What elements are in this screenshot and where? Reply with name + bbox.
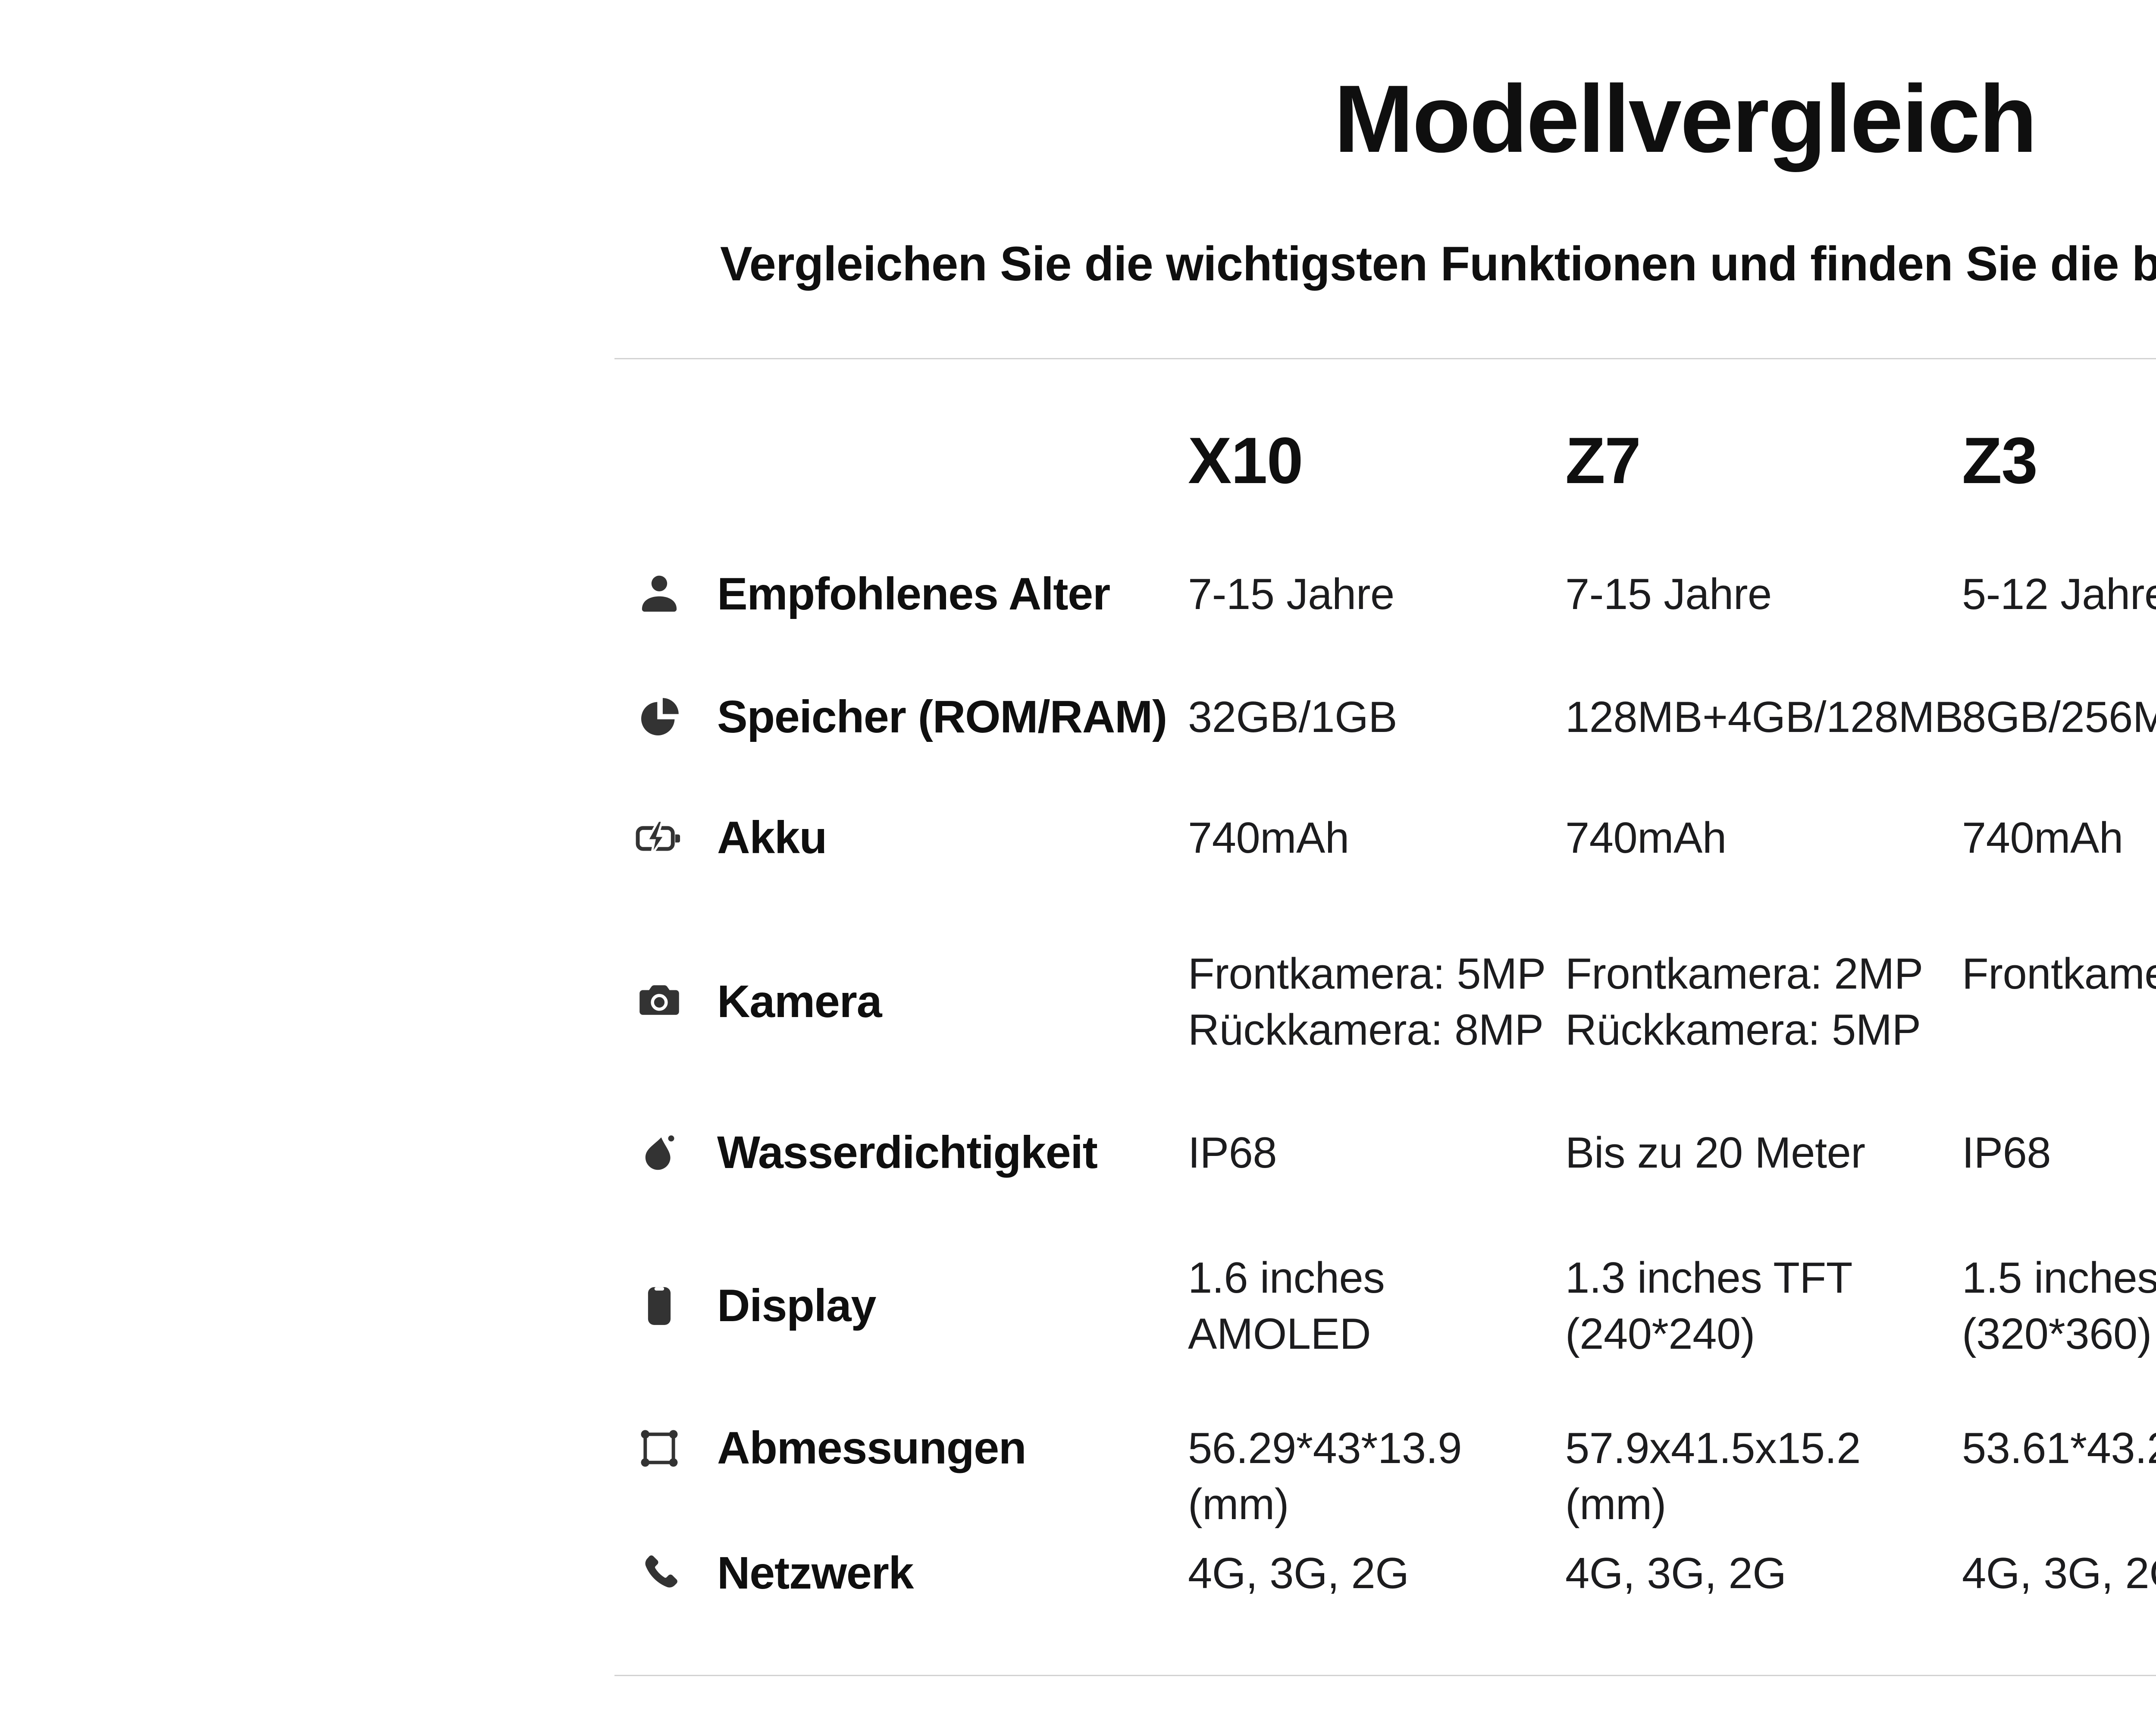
cell-storage-z7: 128MB+4GB/128MB <box>1565 693 1964 741</box>
phone-icon <box>645 1555 677 1588</box>
water-drop-icon <box>645 1135 674 1170</box>
cell-display-z3: 1.5 inches TFT (320*360) <box>1962 1253 2156 1358</box>
row-label-waterproof: Wasserdichtigkeit <box>614 1125 1188 1181</box>
cell-waterproof-x10: IP68 <box>1188 1128 1277 1177</box>
cell-network-z7: 4G, 3G, 2G <box>1565 1549 1786 1598</box>
model-header-z3: Z3 <box>1962 424 2038 497</box>
model-header-z7: Z7 <box>1565 424 1641 497</box>
model-header-x10: X10 <box>1188 424 1303 497</box>
cell-network-z3: 4G, 3G, 2G <box>1962 1549 2156 1598</box>
cell-dimensions-x10: 56.29*43*13.9 (mm) <box>1188 1424 1462 1529</box>
row-label-text: Netzwerk <box>717 1548 914 1599</box>
comparison-table: X10 Z7 Z3 Z1 Empfohlenes Alter 7-15 Jahr… <box>614 359 2156 1675</box>
cell-camera-z7: Frontkamera: 2MP Rückkamera: 5MP <box>1565 949 1923 1054</box>
cell-age-x10: 7-15 Jahre <box>1188 570 1395 619</box>
row-label-age: Empfohlenes Alter <box>614 566 1188 622</box>
cell-age-z3: 5-12 Jahre <box>1962 570 2156 619</box>
cell-storage-x10: 32GB/1GB <box>1188 693 1398 741</box>
cell-waterproof-z7: Bis zu 20 Meter <box>1565 1128 1865 1177</box>
person-icon <box>642 575 677 612</box>
row-label-text: Akku <box>717 812 827 864</box>
page-subtitle: Vergleichen Sie die wichtigsten Funktion… <box>720 237 2156 291</box>
cell-network-x10: 4G, 3G, 2G <box>1188 1549 1409 1598</box>
cell-dimensions-z7: 57.9x41.5x15.2 (mm) <box>1565 1424 1861 1529</box>
pie-chart-icon <box>641 697 679 735</box>
header-spacer <box>614 359 1188 566</box>
cell-display-x10: 1.6 inches AMOLED <box>1188 1253 1385 1358</box>
row-label-text: Wasserdichtigkeit <box>717 1127 1098 1178</box>
battery-charging-icon <box>636 819 680 856</box>
row-label-text: Kamera <box>717 976 882 1027</box>
top-divider <box>614 358 2156 359</box>
row-label-camera: Kamera <box>614 946 1188 1058</box>
cell-storage-z3: 8GB/256MB <box>1962 693 2156 741</box>
row-label-dimensions: Abmessungen <box>614 1420 1188 1476</box>
row-label-battery: Akku <box>614 810 1188 866</box>
row-label-text: Speicher (ROM/RAM) <box>717 691 1167 743</box>
row-label-text: Abmessungen <box>717 1423 1027 1474</box>
row-label-display: Display <box>614 1250 1188 1362</box>
cell-camera-x10: Frontkamera: 5MP Rückkamera: 8MP <box>1188 949 1546 1054</box>
cell-age-z7: 7-15 Jahre <box>1565 570 1772 619</box>
display-icon <box>648 1287 671 1325</box>
dimensions-icon <box>641 1430 678 1467</box>
cell-battery-x10: 740mAh <box>1188 813 1349 862</box>
page-title: Modellvergleich <box>1334 65 2037 173</box>
comparison-section: Modellvergleich Vergleichen Sie die wich… <box>614 64 2156 1676</box>
row-label-text: Empfohlenes Alter <box>717 568 1110 620</box>
row-label-network: Netzwerk <box>614 1545 1188 1602</box>
cell-battery-z3: 740mAh <box>1962 813 2123 862</box>
bottom-divider <box>614 1674 2156 1676</box>
row-label-text: Display <box>717 1280 876 1331</box>
cell-camera-z3: Frontkamera: 2MP <box>1962 949 2156 998</box>
row-label-storage: Speicher (ROM/RAM) <box>614 689 1188 745</box>
cell-display-z7: 1.3 inches TFT (240*240) <box>1565 1253 1853 1358</box>
camera-icon <box>639 985 679 1015</box>
cell-dimensions-z3: 53.61*43.25*14.25(mm) <box>1962 1424 2156 1473</box>
cell-battery-z7: 740mAh <box>1565 813 1727 862</box>
cell-waterproof-z3: IP68 <box>1962 1128 2051 1177</box>
